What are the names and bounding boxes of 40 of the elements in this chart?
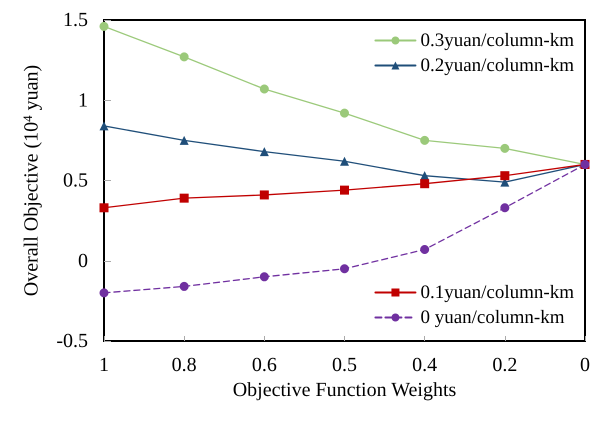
point (260, 147, 269, 156)
point (340, 264, 349, 274)
y-tick-label: 1.5 (63, 9, 88, 31)
x-tick-label: 1 (99, 354, 109, 376)
point (100, 203, 108, 212)
point (260, 190, 269, 200)
point (100, 121, 108, 130)
x-tick-label: 0 (580, 354, 590, 376)
x-tick-label: 0.8 (172, 354, 197, 376)
point (180, 52, 189, 62)
point (180, 194, 189, 203)
point (420, 136, 430, 145)
point (500, 144, 510, 153)
point (180, 136, 189, 145)
point (340, 156, 349, 166)
point (100, 288, 108, 298)
point (340, 108, 349, 118)
y-tick-label: 0.5 (63, 170, 88, 192)
point (260, 84, 269, 94)
point (420, 179, 430, 188)
point (500, 171, 510, 180)
y-tick-label: 0 (78, 250, 88, 272)
legend-label: 0.2yuan/column-km (420, 55, 574, 76)
y-tick-label: 1 (78, 89, 88, 112)
point (100, 22, 108, 31)
legend-label: 0.3yuan/column-km (420, 30, 574, 51)
x-tick-label: 0.5 (332, 354, 357, 376)
x-tick-label: 0.6 (252, 354, 277, 376)
point (260, 272, 269, 282)
legend-label: 0.1yuan/column-km (420, 282, 574, 303)
y-axis-title: Overall Objective (104 yuan) (20, 64, 42, 296)
x-tick-label: 0.4 (412, 354, 438, 376)
point (340, 186, 349, 195)
x-tick-label: 0.2 (492, 354, 518, 376)
point (180, 282, 189, 291)
legend-label: 0 yuan/column-km (420, 307, 565, 328)
y-tick-label: -0.5 (56, 330, 88, 352)
point (500, 203, 510, 212)
x-axis-title: Objective Function Weights (232, 378, 456, 401)
point (420, 245, 430, 254)
